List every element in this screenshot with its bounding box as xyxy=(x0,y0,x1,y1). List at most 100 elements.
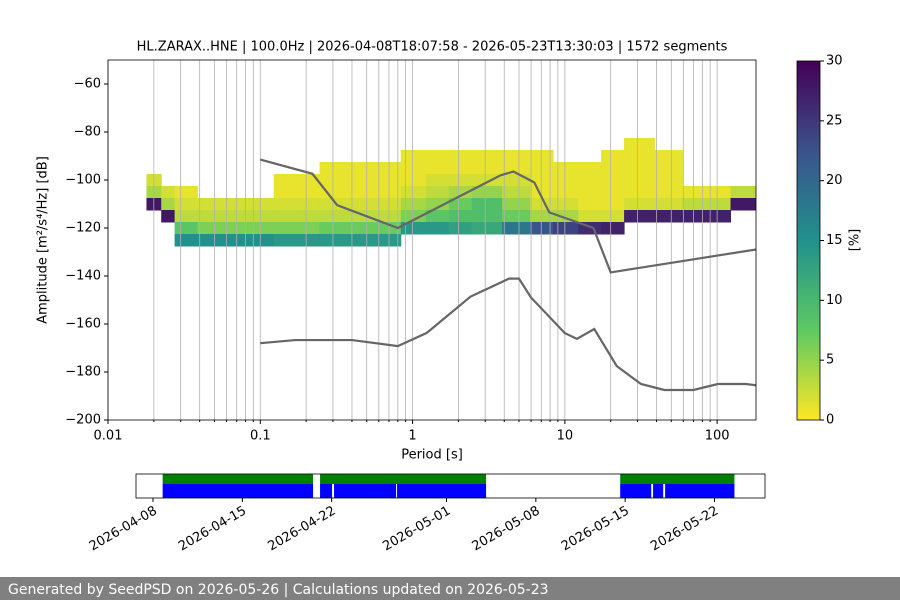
density-cell xyxy=(553,186,579,199)
density-cell xyxy=(174,222,199,235)
density-cell xyxy=(319,174,351,187)
density-cell xyxy=(296,222,321,235)
density-cell xyxy=(349,174,379,187)
x-tick-label: 0.01 xyxy=(94,429,123,444)
x-tick-label: 10 xyxy=(557,429,574,444)
density-cell xyxy=(248,234,275,247)
density-cell xyxy=(448,174,473,187)
density-cell xyxy=(225,234,249,247)
density-cell xyxy=(377,162,402,175)
chart-title: HL.ZARAX..HNE | 100.0Hz | 2026-04-08T18:… xyxy=(137,40,728,55)
colorbar-tick-label: 25 xyxy=(826,113,843,128)
density-cell xyxy=(425,210,450,223)
density-cell xyxy=(296,210,321,223)
density-cell xyxy=(197,198,227,211)
coverage-bar xyxy=(334,484,397,498)
density-cell xyxy=(730,186,756,199)
density-cell xyxy=(448,150,473,163)
density-cell xyxy=(425,174,450,187)
density-cell xyxy=(624,198,655,211)
density-cell xyxy=(624,210,655,223)
density-cell xyxy=(296,234,321,247)
density-cell xyxy=(601,222,625,235)
density-cell xyxy=(578,186,602,199)
plot-frame xyxy=(107,59,757,421)
density-cell xyxy=(197,234,227,247)
density-cell xyxy=(296,198,321,211)
y-tick-label: −100 xyxy=(65,173,101,188)
coverage-bar xyxy=(620,484,652,498)
density-cell xyxy=(502,174,531,187)
density-cell xyxy=(448,222,473,235)
density-cell xyxy=(273,234,298,247)
density-cell xyxy=(425,222,450,235)
density-cell xyxy=(530,150,554,163)
density-cell xyxy=(448,198,473,211)
density-cell xyxy=(349,198,379,211)
density-cell xyxy=(377,186,402,199)
density-cell xyxy=(174,186,199,199)
density-cell xyxy=(601,198,625,211)
density-cell xyxy=(296,186,321,199)
density-cell xyxy=(530,162,554,175)
density-cell xyxy=(225,222,249,235)
coverage-bar xyxy=(162,474,314,484)
density-cell xyxy=(530,186,554,199)
noise-model-line xyxy=(260,277,756,392)
density-cell xyxy=(601,210,625,223)
colorbar-label: [%] xyxy=(848,229,863,252)
density-cell xyxy=(624,174,655,187)
y-tick-label: −120 xyxy=(65,221,101,236)
coverage-bar xyxy=(620,474,735,484)
density-cell xyxy=(377,222,402,235)
density-cell xyxy=(654,198,683,211)
density-cell xyxy=(349,186,379,199)
density-cell xyxy=(377,198,402,211)
density-cell xyxy=(248,210,275,223)
density-cell xyxy=(705,198,732,211)
density-cell xyxy=(654,150,683,163)
density-cell xyxy=(319,162,351,175)
coverage-bar xyxy=(397,484,487,498)
density-cell xyxy=(400,186,427,199)
colorbar-tick-label: 0 xyxy=(826,413,834,428)
coverage-bar xyxy=(162,484,314,498)
y-tick-label: −200 xyxy=(65,413,101,428)
density-cell xyxy=(319,234,351,247)
colorbar-tick-label: 15 xyxy=(826,233,843,248)
density-cell xyxy=(553,162,579,175)
coverage-bar xyxy=(320,474,487,484)
y-tick-label: −160 xyxy=(65,317,101,332)
density-cell xyxy=(502,210,531,223)
density-cell xyxy=(319,222,351,235)
density-cell xyxy=(225,210,249,223)
density-cell xyxy=(601,186,625,199)
density-cell xyxy=(377,234,402,247)
density-cell xyxy=(425,162,450,175)
density-cell xyxy=(425,186,450,199)
density-cell xyxy=(705,186,732,199)
colorbar-tick-label: 5 xyxy=(826,353,834,368)
density-cell xyxy=(578,174,602,187)
density-cell xyxy=(273,174,298,187)
y-tick-label: −80 xyxy=(74,125,101,140)
density-cell xyxy=(624,162,655,175)
y-tick-label: −180 xyxy=(65,365,101,380)
density-cell xyxy=(553,198,579,211)
density-cell xyxy=(174,198,199,211)
density-cell xyxy=(161,198,176,211)
density-cell xyxy=(624,138,655,151)
density-cell xyxy=(400,150,427,163)
axes: 0.01 0.1 1 10 100 −200 −180 −160 −140 −120 −100 −80… xyxy=(65,59,757,444)
density-cell xyxy=(682,210,706,223)
density-cell xyxy=(248,222,275,235)
density-cell xyxy=(624,186,655,199)
density-cell xyxy=(502,222,531,235)
density-cell xyxy=(553,210,579,223)
grid xyxy=(107,60,718,420)
noise-model-line xyxy=(259,158,756,274)
density-cell xyxy=(248,198,275,211)
density-cell xyxy=(502,186,531,199)
density-cell xyxy=(654,210,683,223)
